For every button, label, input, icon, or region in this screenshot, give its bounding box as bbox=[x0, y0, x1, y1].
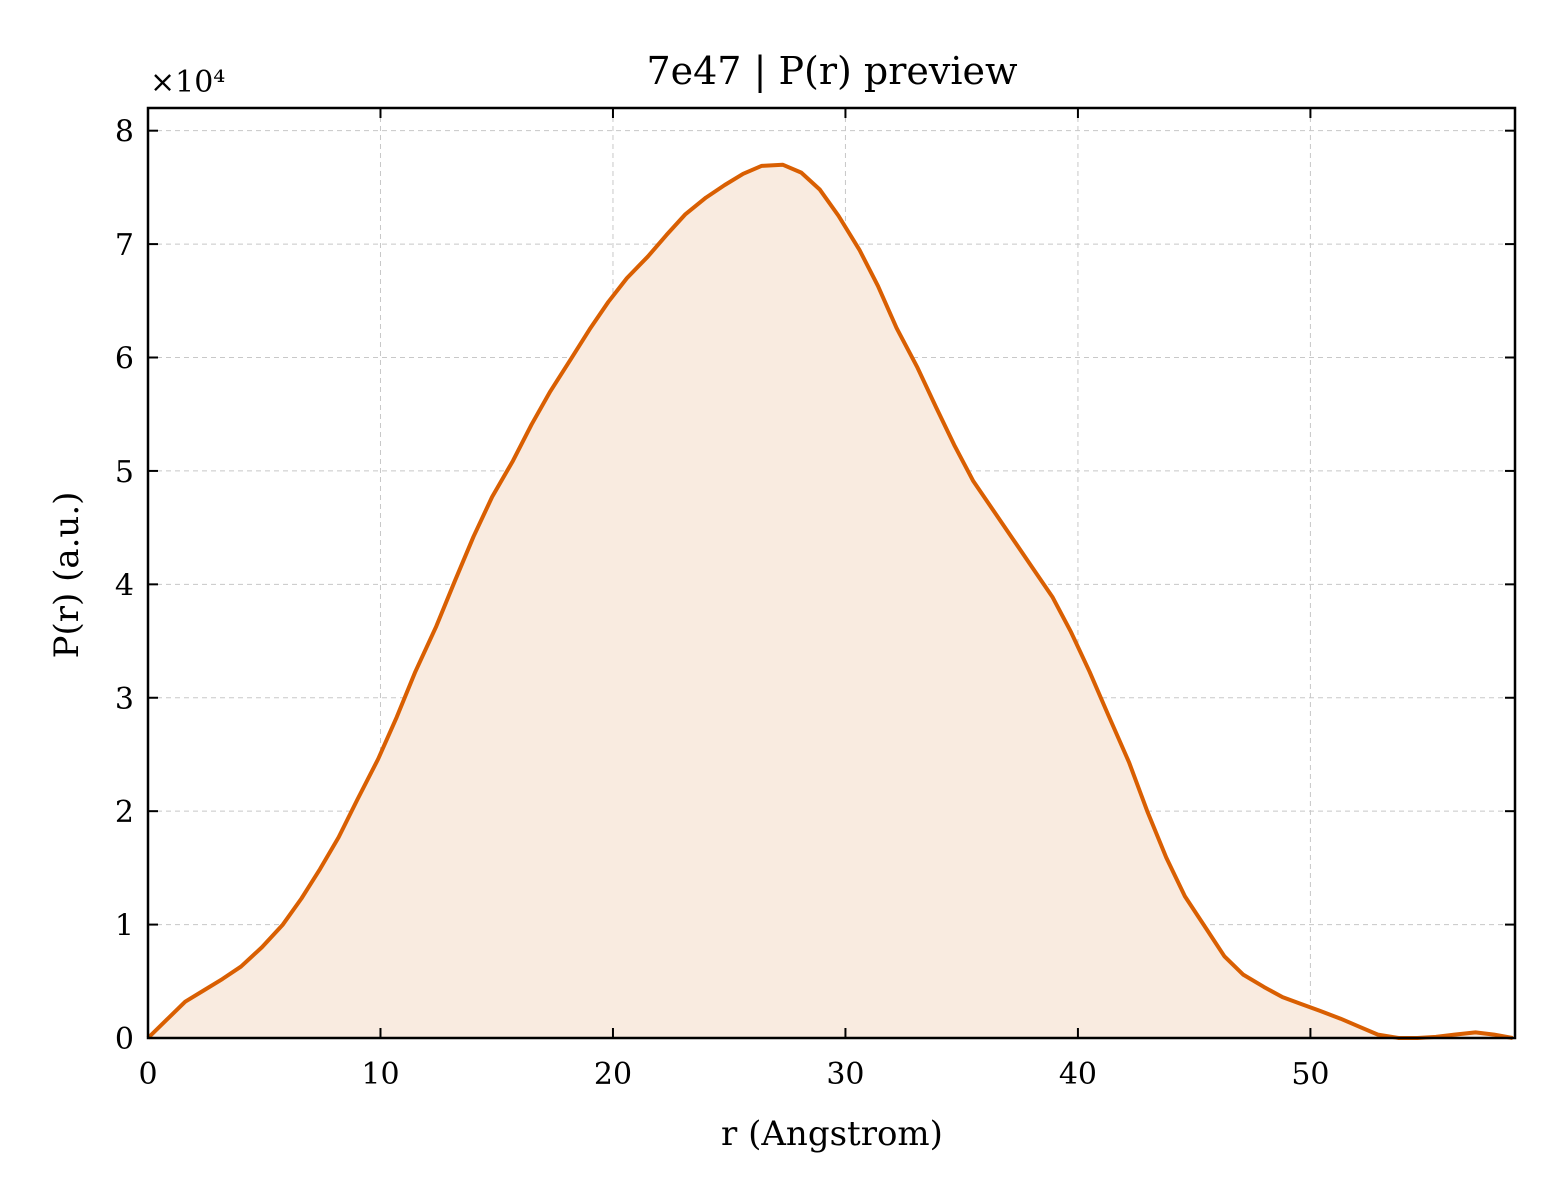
x-tick-label: 10 bbox=[361, 1057, 399, 1092]
x-tick-label: 40 bbox=[1059, 1057, 1097, 1092]
chart-title: 7e47 | P(r) preview bbox=[646, 49, 1018, 93]
y-tick-label: 2 bbox=[115, 795, 134, 830]
y-axis-label: P(r) (a.u.) bbox=[47, 492, 87, 659]
pr-area-fill bbox=[148, 164, 1513, 1038]
y-tick-label: 7 bbox=[115, 228, 134, 263]
x-tick-label: 20 bbox=[594, 1057, 632, 1092]
x-tick-label: 0 bbox=[138, 1057, 157, 1092]
y-tick-label: 6 bbox=[115, 342, 134, 377]
y-tick-label: 0 bbox=[115, 1022, 134, 1057]
y-tick-label: 8 bbox=[115, 115, 134, 150]
y-tick-label: 3 bbox=[115, 682, 134, 717]
tick-labels: 0 10 20 30 40 50 0 1 2 3 4 5 6 7 8 bbox=[115, 115, 1330, 1092]
y-tick-label: 4 bbox=[115, 568, 134, 603]
y-tick-label: 1 bbox=[115, 909, 134, 944]
plot-frame bbox=[146, 106, 1517, 1040]
axis-ticks bbox=[147, 108, 1515, 1039]
pr-series-line bbox=[146, 162, 1514, 1040]
y-axis-multiplier: ×10⁴ bbox=[150, 65, 225, 100]
x-tick-label: 30 bbox=[826, 1057, 864, 1092]
x-axis-label: r (Angstrom) bbox=[721, 1114, 943, 1154]
x-tick-label: 50 bbox=[1291, 1057, 1329, 1092]
y-tick-label: 5 bbox=[115, 455, 134, 490]
